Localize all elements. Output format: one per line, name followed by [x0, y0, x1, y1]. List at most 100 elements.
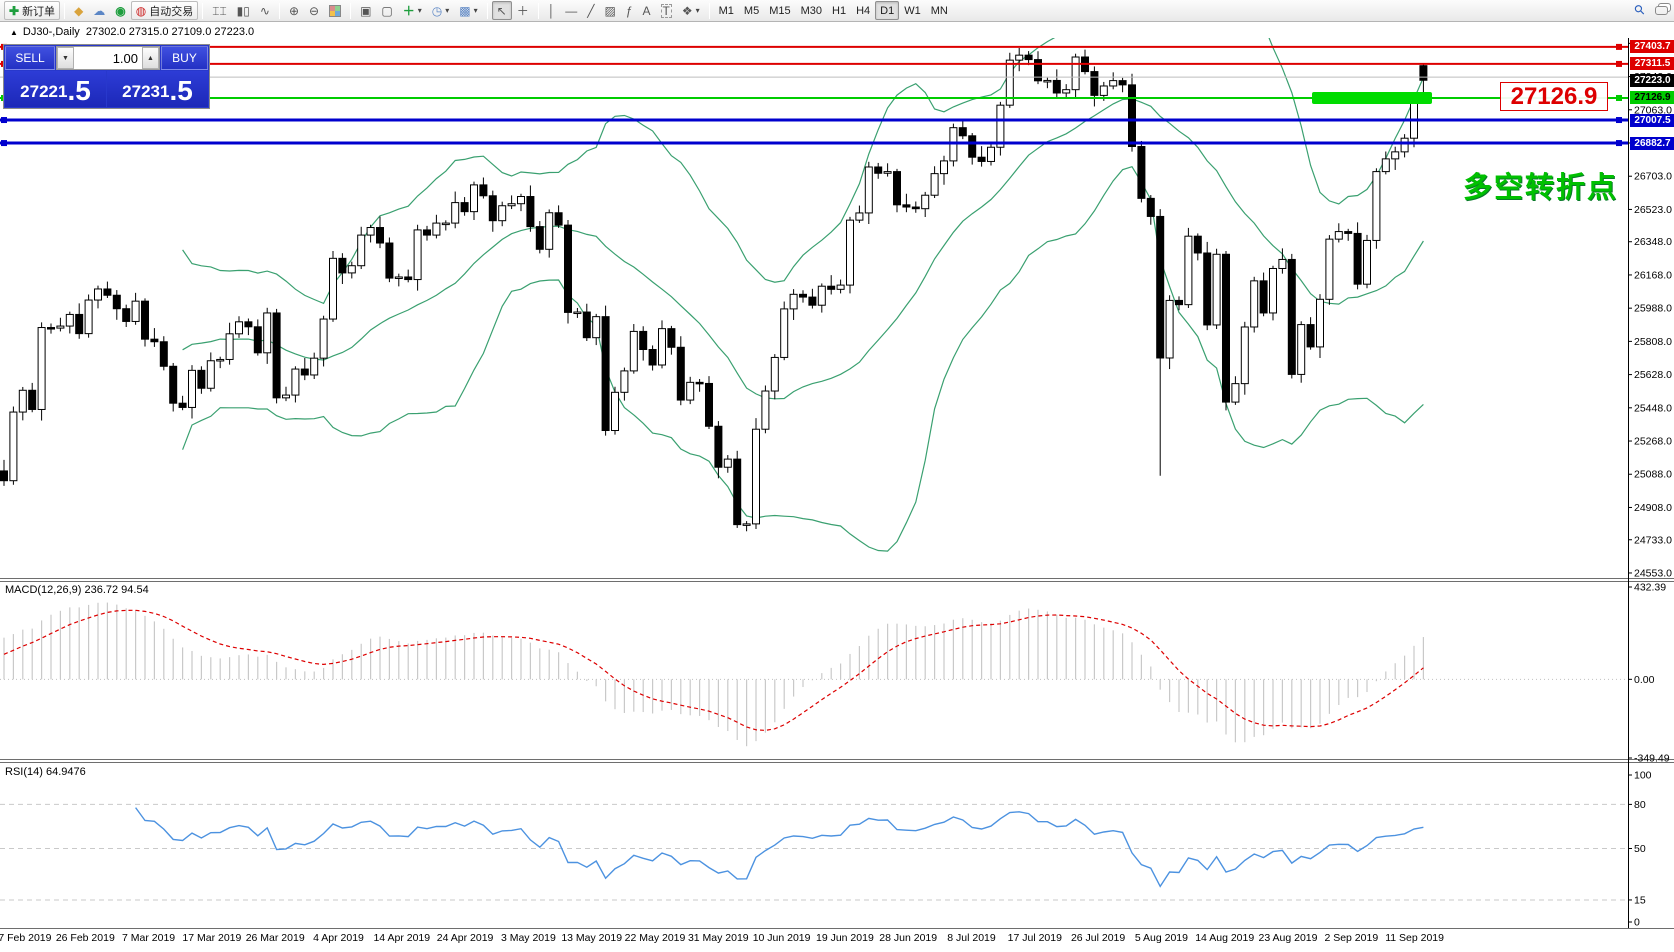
volume-increase-button[interactable]: ▲ — [142, 47, 159, 69]
axis-label: 80 — [1634, 799, 1646, 811]
axis-label: 24733.0 — [1634, 534, 1672, 546]
timeframe-h1-button[interactable]: H1 — [832, 4, 847, 17]
shapes-button[interactable]: ❖ ▾ — [677, 1, 705, 20]
price-badge: 27403.7 — [1630, 40, 1674, 54]
new-order-button[interactable]: ✚ 新订单 — [4, 1, 61, 20]
timeframe-mn-button[interactable]: MN — [930, 4, 948, 17]
buy-price-pip: .5 — [169, 75, 193, 106]
axis-label: 7 Mar 2019 — [122, 932, 175, 944]
styler-button[interactable]: ◆ — [69, 1, 88, 20]
indicators-button[interactable]: ＋ ▾ — [398, 1, 427, 20]
line-chart-icon: ∿ — [259, 3, 270, 18]
macd-pane — [0, 602, 1628, 747]
horizontal-line-icon: — — [565, 3, 578, 18]
chart-window: 27423.027243.027063.026883.026703.026523… — [0, 22, 1674, 947]
buy-price[interactable]: 27231 .5 — [107, 71, 208, 107]
horizontal-lines[interactable] — [0, 43, 1628, 147]
axis-label: 10 Jun 2019 — [753, 932, 811, 944]
sell-price-main: 27221 — [20, 82, 68, 101]
volume-stepper: ▼ ▲ — [56, 46, 160, 70]
toolbar-separator — [278, 2, 280, 19]
axis-label: 0 — [1634, 917, 1640, 929]
autotrading-button[interactable]: ◍ 自动交易 — [130, 1, 199, 20]
crosshair-button[interactable]: ＋ — [512, 1, 534, 20]
axis-label: 3 May 2019 — [501, 932, 556, 944]
axis-label: 26703.0 — [1634, 171, 1672, 183]
text-label-button[interactable]: T — [656, 1, 677, 20]
sell-button[interactable]: SELL — [5, 46, 55, 70]
volume-input[interactable] — [74, 47, 142, 69]
axis-label: 100 — [1634, 770, 1652, 782]
search-icon[interactable]: ⚲ — [1631, 0, 1649, 19]
text-button[interactable]: A — [638, 1, 656, 20]
volume-decrease-button[interactable]: ▼ — [57, 47, 74, 69]
axis-label: 4 Apr 2019 — [313, 932, 364, 944]
timeframe-m5-button[interactable]: M5 — [743, 4, 760, 17]
new-order-icon: ✚ — [9, 3, 20, 18]
axis-label: 8 Jul 2019 — [947, 932, 996, 944]
autotrading-icon: ◍ — [135, 3, 147, 18]
timeframe-h4-button[interactable]: H4 — [856, 4, 871, 17]
price-callout[interactable]: 27126.9 — [1500, 82, 1608, 111]
fibonacci-icon: ƒ — [625, 3, 633, 18]
bollinger-bands — [182, 38, 1424, 552]
toolbar: ✚ 新订单 ◆ ☁ ◉ ◍ 自动交易 ⌶⌶ ▮▯ ∿ ⊕ ⊖ ▣ ▢ ＋ ▾ ◷ ▾… — [0, 0, 1674, 22]
tile-windows-icon — [329, 4, 342, 17]
chevron-down-icon: ▾ — [417, 5, 422, 15]
axis-label: 24553.0 — [1634, 567, 1672, 579]
axis-label: 25988.0 — [1634, 303, 1672, 315]
axes-layer — [0, 38, 1674, 929]
timeframe-d1-button[interactable]: D1 — [875, 1, 900, 20]
axis-label: -349.49 — [1634, 753, 1670, 765]
timeframe-m1-button[interactable]: M1 — [718, 4, 734, 17]
arrange-charts-button[interactable]: ▣ — [355, 1, 376, 20]
buy-button[interactable]: BUY — [161, 46, 208, 70]
axis-label: 14 Aug 2019 — [1195, 932, 1254, 944]
axis-label: 17 Jul 2019 — [1008, 932, 1062, 944]
chat-icon[interactable] — [1655, 5, 1668, 15]
signal-icon: ◉ — [115, 3, 126, 18]
horizontal-line-button[interactable]: — — [560, 1, 582, 20]
rsi-pane — [0, 803, 1628, 901]
axis-label: 50 — [1634, 843, 1646, 855]
candlestick-button[interactable]: ▮▯ — [232, 1, 255, 20]
trendline-button[interactable]: ╱ — [582, 1, 599, 20]
collapse-panel-icon[interactable]: ▲ — [10, 28, 18, 37]
chart-profiles-button[interactable]: ☁ — [88, 1, 110, 20]
signals-button[interactable]: ◉ — [110, 1, 130, 20]
zoom-in-button[interactable]: ⊕ — [284, 1, 304, 20]
zoom-out-button[interactable]: ⊖ — [304, 1, 324, 20]
bar-chart-button[interactable]: ⌶⌶ — [207, 1, 231, 20]
tile-windows-button[interactable] — [324, 1, 346, 20]
axis-label: 19 Jun 2019 — [816, 932, 874, 944]
vertical-line-button[interactable]: │ — [543, 1, 561, 20]
timeframe-m30-button[interactable]: M30 — [800, 4, 823, 17]
clock-icon: ◷ — [431, 3, 443, 18]
chart-canvas[interactable]: 27423.027243.027063.026883.026703.026523… — [0, 22, 1674, 947]
annotation-text[interactable]: 多空转折点 — [1462, 172, 1618, 204]
axis-label: 25268.0 — [1634, 436, 1672, 448]
price-badge: 27223.0 — [1630, 73, 1674, 87]
chart-title: ▲ DJ30-,Daily 27302.0 27315.0 27109.0 272… — [10, 26, 254, 38]
axis-label: 17 Mar 2019 — [182, 932, 241, 944]
periods-button[interactable]: ◷ ▾ — [427, 1, 455, 20]
timeframe-w1-button[interactable]: W1 — [904, 4, 921, 17]
toolbar-separator — [202, 2, 204, 19]
cursor-button[interactable]: ↖ — [491, 1, 512, 20]
sell-price-pip: .5 — [67, 75, 91, 106]
axis-label: 26168.0 — [1634, 269, 1672, 281]
chevron-down-icon: ▾ — [695, 5, 700, 15]
channel-button[interactable]: ▨ — [599, 1, 620, 20]
sell-price[interactable]: 27221 .5 — [5, 71, 106, 107]
axis-label: 26 Jul 2019 — [1071, 932, 1125, 944]
timeframe-m15-button[interactable]: M15 — [769, 4, 791, 17]
price-badge: 27007.5 — [1630, 113, 1674, 127]
auto-scroll-button[interactable]: ▢ — [376, 1, 397, 20]
trendline-highlight[interactable] — [1312, 91, 1432, 104]
one-click-trading-panel: SELL ▼ ▲ BUY 27221 .5 27231 .5 — [3, 44, 210, 109]
indicators-icon: ＋ — [402, 3, 415, 18]
fibonacci-button[interactable]: ƒ — [621, 1, 638, 20]
axis-label: 15 — [1634, 894, 1646, 906]
line-chart-button[interactable]: ∿ — [255, 1, 275, 20]
templates-button[interactable]: ▩ ▾ — [454, 1, 482, 20]
